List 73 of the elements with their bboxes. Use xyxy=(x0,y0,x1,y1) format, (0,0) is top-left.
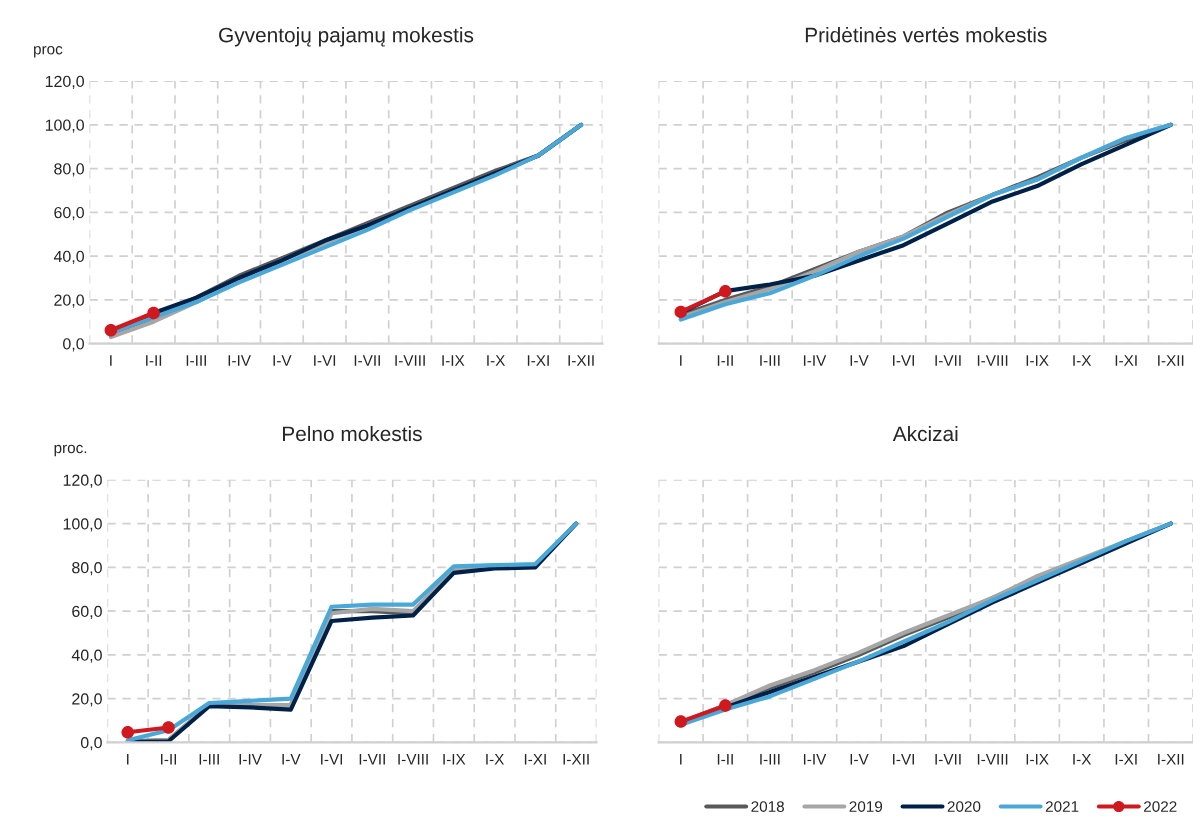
x-tick-label: I-VII xyxy=(359,754,385,765)
x-tick-label: I-X xyxy=(1073,355,1092,366)
x-tick-label: I-X xyxy=(1073,754,1092,765)
chart-title: Pridėtinės vertės mokestis xyxy=(805,27,1047,43)
y-tick-label: 0,0 xyxy=(80,737,102,751)
x-tick-label: I-II xyxy=(717,355,733,366)
y-tick-label: 100,0 xyxy=(45,119,84,133)
x-tick-label: I-III xyxy=(760,754,780,765)
x-tick-label: I-XII xyxy=(563,754,589,765)
x-tick-label: I-V xyxy=(850,754,869,765)
y-tick-label: 80,0 xyxy=(54,163,84,177)
x-tick-label: I-XII xyxy=(568,355,594,366)
x-tick-label: I-IX xyxy=(1026,355,1049,366)
x-tick-label: I-VII xyxy=(354,355,380,366)
x-tick-label: I-VI xyxy=(321,754,343,765)
x-tick-label: I xyxy=(110,355,112,366)
x-tick-label: I-VII xyxy=(935,355,961,366)
chart-title: Akcizai xyxy=(892,425,958,442)
x-tick-label: I-XI xyxy=(524,754,546,765)
legend-label: 2022 xyxy=(1144,801,1177,812)
x-tick-label: I xyxy=(680,355,682,366)
chart-title: Gyventojų pajamų mokestis xyxy=(219,27,474,47)
x-tick-label: I-VI xyxy=(314,355,336,366)
y-tick-label: 120,0 xyxy=(63,474,102,488)
x-tick-label: I-IX xyxy=(442,355,465,366)
x-tick-label: I-VIII xyxy=(977,754,1008,765)
x-tick-label: I-X xyxy=(487,355,506,366)
x-tick-label: I xyxy=(127,754,129,765)
y-axis-title: proc xyxy=(34,46,63,58)
y-tick-label: 80,0 xyxy=(72,562,102,576)
y-axis-title: proc. xyxy=(54,444,87,457)
x-tick-label: I-XI xyxy=(1115,355,1137,366)
x-tick-label: I-VIII xyxy=(977,355,1008,366)
x-tick-label: I-VIII xyxy=(395,355,425,366)
x-tick-label: I-III xyxy=(199,754,219,765)
x-tick-label: I-XII xyxy=(1158,355,1184,366)
legend-label: 2018 xyxy=(751,801,784,812)
x-tick-label: I-VI xyxy=(893,355,914,366)
legend-label: 2020 xyxy=(947,801,981,812)
x-tick-label: I-IX xyxy=(1026,754,1049,765)
x-tick-label: I-X xyxy=(486,754,505,765)
x-tick-label: I-IV xyxy=(803,754,827,765)
x-tick-label: I-XI xyxy=(1115,754,1137,765)
x-tick-label: I-II xyxy=(146,355,162,366)
x-tick-label: I-V xyxy=(273,355,292,366)
x-tick-label: I-IV xyxy=(803,355,827,366)
y-tick-label: 20,0 xyxy=(72,693,102,707)
x-tick-label: I-XII xyxy=(1158,754,1184,765)
y-tick-label: 100,0 xyxy=(63,518,102,532)
y-tick-label: 20,0 xyxy=(54,294,84,308)
x-tick-label: I-II xyxy=(161,754,177,765)
legend-label: 2019 xyxy=(849,801,883,812)
chart-title: Pelno mokestis xyxy=(283,425,422,442)
x-tick-label: I-VIII xyxy=(398,754,428,765)
x-tick-label: I-V xyxy=(850,355,869,366)
x-tick-label: I-XI xyxy=(527,355,549,366)
y-tick-label: 60,0 xyxy=(54,206,84,221)
x-tick-label: I-IV xyxy=(228,355,251,366)
x-tick-label: I xyxy=(680,754,682,765)
x-tick-label: I-III xyxy=(760,355,780,366)
y-tick-label: 120,0 xyxy=(45,75,84,89)
y-tick-label: 60,0 xyxy=(72,605,102,619)
legend-label: 2021 xyxy=(1045,801,1079,812)
y-tick-label: 0,0 xyxy=(63,338,84,352)
x-tick-label: I-IV xyxy=(239,754,262,765)
y-tick-label: 40,0 xyxy=(71,649,102,663)
y-tick-label: 40,0 xyxy=(53,250,84,264)
x-tick-label: I-VII xyxy=(935,754,961,765)
x-tick-label: I-II xyxy=(717,754,733,765)
x-tick-label: I-III xyxy=(186,355,206,366)
x-tick-label: I-V xyxy=(282,754,301,765)
x-tick-label: I-IX xyxy=(443,754,466,765)
x-tick-label: I-VI xyxy=(893,754,914,765)
